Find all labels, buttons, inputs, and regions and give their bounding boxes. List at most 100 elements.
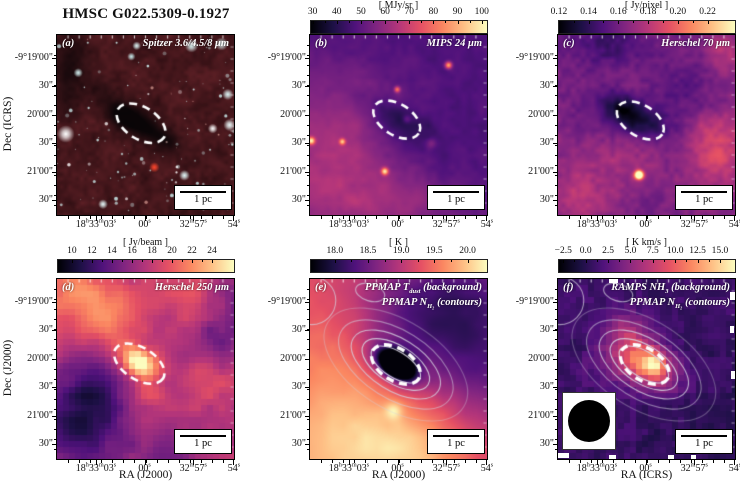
- dec-tick-label: 30": [539, 324, 554, 336]
- dec-tick-mark: [305, 330, 310, 332]
- colorbar-minor-tick-mark: [161, 260, 163, 262]
- ra-minor-tick: [624, 216, 626, 219]
- dec-tick-label: -9°19'00": [515, 52, 554, 64]
- scalebar-label: 1 pc: [194, 438, 212, 449]
- colorbar-tick-label: 19.5: [426, 246, 443, 256]
- ra-tick-label: 32m57s: [680, 217, 708, 230]
- ra-minor-tick: [321, 460, 323, 463]
- dec-minor-tick: [54, 349, 57, 350]
- colorbar-tick-mark: [630, 260, 632, 263]
- ra-tick-label: 00s: [639, 217, 652, 230]
- figure-title: HMSC G022.5309-0.1927: [62, 6, 230, 22]
- colorbar-tick-mark: [467, 260, 469, 263]
- ra-minor-tick: [387, 460, 389, 463]
- dec-minor-tick: [555, 145, 558, 146]
- ra-minor-tick: [420, 460, 422, 463]
- dec-minor-tick: [54, 409, 57, 410]
- ra-minor-tick: [613, 216, 615, 219]
- noise-speck: [609, 454, 617, 459]
- colorbar: [310, 20, 488, 34]
- dec-minor-tick: [555, 379, 558, 380]
- colorbar-tick-label: 18: [147, 246, 157, 256]
- colorbar: [310, 259, 488, 273]
- ra-tick-mark: [193, 460, 195, 465]
- ra-tick-mark: [596, 460, 598, 465]
- colorbar-tick-label: 0.20: [669, 7, 687, 17]
- dec-minor-tick: [307, 419, 310, 420]
- dec-minor-tick: [555, 389, 558, 390]
- dec-minor-tick: [307, 359, 310, 360]
- colorbar-title: [ Jy/beam ]: [123, 237, 168, 248]
- ra-minor-tick: [189, 216, 191, 219]
- dec-minor-tick: [555, 135, 558, 136]
- colorbar-minor-tick-mark: [324, 21, 326, 23]
- dec-tick-mark: [553, 200, 558, 202]
- dec-tick-mark: [553, 330, 558, 332]
- panel-b-instrument-label: MIPS 24 μm: [426, 38, 482, 49]
- dec-tick-label: 30": [38, 324, 53, 336]
- ra-tick-label: 32m57s: [179, 461, 207, 474]
- dec-minor-tick: [54, 359, 57, 360]
- ra-minor-tick: [712, 460, 714, 463]
- dec-tick-mark: [553, 387, 558, 389]
- dec-minor-tick: [555, 105, 558, 106]
- dec-minor-tick: [307, 299, 310, 300]
- dec-tick-label: -9°19'00": [14, 296, 53, 308]
- dec-tick-mark: [52, 200, 57, 202]
- ra-tick-label: 18h33m03s: [576, 461, 618, 474]
- dec-minor-tick: [555, 399, 558, 400]
- dec-tick-label: -9°19'00": [14, 52, 53, 64]
- ra-minor-tick: [79, 460, 81, 463]
- dec-minor-tick: [54, 309, 57, 310]
- ra-tick-label: 00s: [138, 461, 151, 474]
- dec-tick-mark: [305, 415, 310, 417]
- dec-minor-tick: [555, 319, 558, 320]
- colorbar-tick-label: 0.18: [639, 7, 657, 17]
- dec-minor-tick: [307, 155, 310, 156]
- colorbar-minor-tick-mark: [81, 260, 83, 262]
- ra-tick-mark: [233, 460, 234, 465]
- ra-minor-tick: [701, 216, 703, 219]
- ra-minor-tick: [657, 216, 659, 219]
- dec-minor-tick: [54, 429, 57, 430]
- colorbar-tick-mark: [212, 260, 214, 263]
- colorbar-tick-mark: [697, 260, 699, 263]
- dec-minor-tick: [54, 439, 57, 440]
- ra-minor-tick: [657, 460, 659, 463]
- ra-minor-tick: [569, 216, 571, 219]
- panel-c-label: (c): [563, 38, 575, 49]
- panel-e-label: (e): [315, 282, 327, 293]
- dec-minor-tick: [307, 439, 310, 440]
- colorbar-minor-tick-mark: [686, 260, 688, 262]
- ra-tick-mark: [144, 216, 146, 221]
- scalebar: 1 pc: [174, 429, 232, 454]
- dec-tick-label: 20'00": [280, 352, 306, 364]
- ra-minor-tick: [679, 460, 681, 463]
- dec-minor-tick: [54, 289, 57, 290]
- ra-axis-title: RA (ICRS): [620, 469, 673, 481]
- ra-minor-tick: [580, 460, 582, 463]
- ra-minor-tick: [200, 460, 202, 463]
- panel-b: (b) MIPS 24 μm 1 pc: [309, 34, 488, 216]
- ra-minor-tick: [723, 460, 725, 463]
- ra-minor-tick: [134, 460, 136, 463]
- ra-minor-tick: [431, 216, 433, 219]
- dec-minor-tick: [555, 409, 558, 410]
- dec-minor-tick: [555, 195, 558, 196]
- dec-tick-mark: [305, 302, 310, 304]
- dec-minor-tick: [555, 299, 558, 300]
- ra-minor-tick: [668, 460, 670, 463]
- colorbar-tick-mark: [409, 21, 411, 24]
- ra-minor-tick: [602, 216, 604, 219]
- dec-minor-tick: [307, 319, 310, 320]
- colorbar-tick-label: 0.12: [550, 7, 568, 17]
- ra-minor-tick: [178, 216, 180, 219]
- colorbar-tick-label: 20.0: [459, 246, 476, 256]
- scalebar-line: [433, 191, 479, 193]
- ra-tick-mark: [348, 460, 350, 465]
- noise-speck: [690, 454, 696, 459]
- ra-minor-tick: [398, 460, 400, 463]
- colorbar-tick-mark: [401, 260, 403, 263]
- colorbar-minor-tick-mark: [202, 260, 204, 262]
